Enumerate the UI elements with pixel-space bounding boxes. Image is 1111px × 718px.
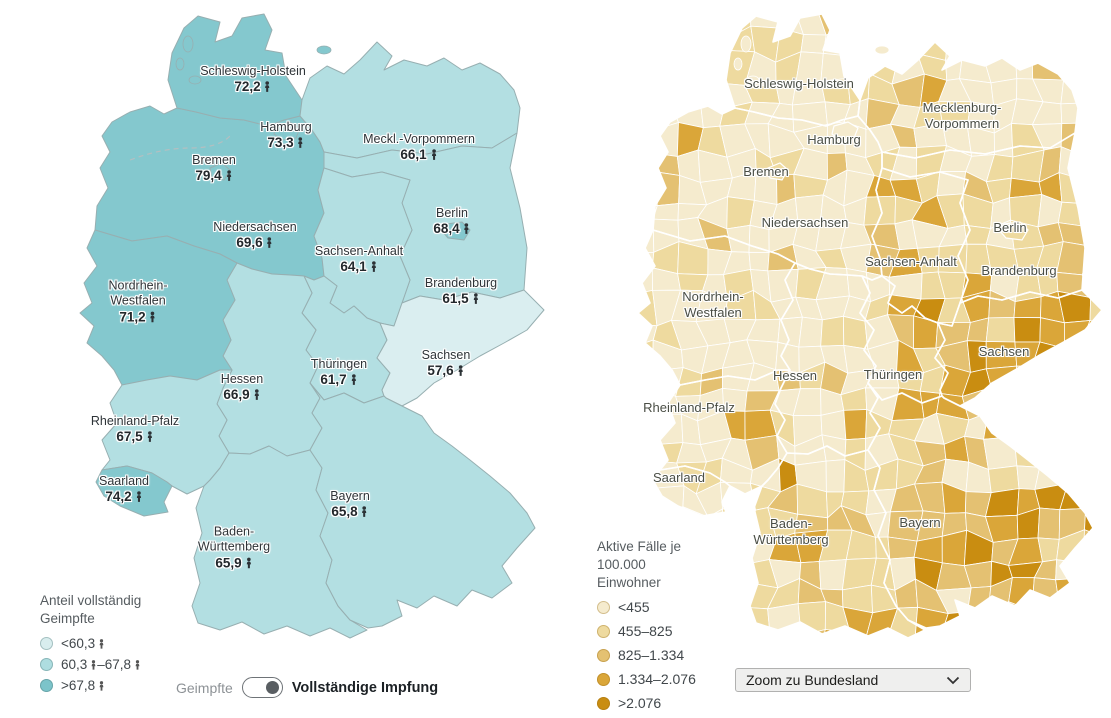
legend-item: 455–825 bbox=[597, 623, 696, 639]
legend-items: <60,3 60,3 –67,8 >67,8 bbox=[40, 636, 141, 693]
state-border-SN bbox=[934, 289, 1103, 407]
state-shape-NRW[interactable] bbox=[79, 229, 238, 386]
state-shape-SH[interactable] bbox=[167, 13, 303, 127]
island-shape bbox=[874, 45, 890, 55]
state-shape-HH[interactable] bbox=[273, 121, 301, 141]
state-shape-HB[interactable] bbox=[767, 162, 789, 181]
legend-item: >67,8 bbox=[40, 678, 141, 693]
person-icon bbox=[91, 659, 96, 670]
incidence-map bbox=[637, 13, 1103, 639]
legend-item: 825–1.334 bbox=[597, 647, 696, 663]
legend-item: 60,3 –67,8 bbox=[40, 657, 141, 672]
legend-items: <455 455–825 825–1.334 1.334–2.076 >2.076 bbox=[597, 599, 696, 711]
state-border-SH bbox=[725, 13, 861, 127]
state-shape-BE[interactable] bbox=[441, 221, 471, 241]
toggle-knob[interactable] bbox=[265, 680, 279, 694]
state-shape-BY[interactable] bbox=[309, 382, 536, 629]
state-shape-SN[interactable] bbox=[376, 289, 545, 407]
legend-label: <60,3 bbox=[61, 636, 105, 651]
state-shape-MV[interactable] bbox=[299, 41, 521, 159]
toggle-label-vollstaendige-impfung[interactable]: Vollständige Impfung bbox=[291, 679, 439, 696]
legend-label: >2.076 bbox=[618, 695, 662, 712]
legend-label: <455 bbox=[618, 599, 650, 616]
island-shape bbox=[175, 57, 185, 71]
district-mosaic bbox=[638, 14, 1102, 638]
person-icon bbox=[99, 638, 104, 649]
legend-label: 60,3 –67,8 bbox=[61, 657, 141, 672]
state-shape-HE[interactable] bbox=[216, 262, 323, 457]
legend-swatch bbox=[597, 696, 610, 710]
legend-item: >2.076 bbox=[597, 695, 696, 711]
legend-swatch bbox=[597, 600, 610, 614]
dropdown-label: Zoom zu Bundesland bbox=[746, 672, 879, 688]
legend-swatch bbox=[597, 672, 610, 686]
legend-label: 825–1.334 bbox=[618, 647, 685, 664]
vaccination-legend: Anteil vollständig Geimpfte <60,3 60,3 –67… bbox=[40, 592, 141, 699]
legend-item: <455 bbox=[597, 599, 696, 615]
legend-swatch bbox=[40, 657, 53, 671]
chevron-down-icon bbox=[946, 676, 960, 684]
state-shape-BE[interactable] bbox=[999, 221, 1029, 241]
island-shape bbox=[316, 45, 332, 55]
map-mode-toggle-row: Geimpfte Vollständige Impfung bbox=[176, 677, 438, 698]
legend-title: Anteil vollständig Geimpfte bbox=[40, 593, 142, 626]
island-shape bbox=[733, 57, 743, 71]
state-shape-HH[interactable] bbox=[831, 121, 859, 141]
state-border-BY bbox=[867, 382, 1094, 629]
island-shape bbox=[182, 35, 194, 53]
state-border-SL bbox=[653, 465, 731, 517]
vaccination-map bbox=[79, 13, 545, 639]
person-icon bbox=[99, 680, 104, 691]
vaccination-toggle[interactable] bbox=[241, 677, 283, 698]
maritime-dashed-line bbox=[129, 135, 231, 161]
incidence-legend: Aktive Fälle je 100.000 Einwohner <455 45… bbox=[597, 538, 696, 718]
legend-item: <60,3 bbox=[40, 636, 141, 651]
legend-title: Aktive Fälle je 100.000 Einwohner bbox=[597, 539, 682, 590]
legend-swatch bbox=[40, 636, 53, 650]
legend-label: 1.334–2.076 bbox=[618, 671, 696, 688]
person-icon bbox=[135, 659, 140, 670]
state-shape-SL[interactable] bbox=[95, 465, 173, 517]
island-shape bbox=[740, 35, 752, 53]
island-shape bbox=[746, 75, 760, 85]
legend-swatch bbox=[597, 648, 610, 662]
legend-swatch bbox=[40, 678, 53, 692]
island-shape bbox=[188, 75, 202, 85]
legend-label: >67,8 bbox=[61, 678, 105, 693]
legend-swatch bbox=[597, 624, 610, 638]
toggle-label-geimpfte[interactable]: Geimpfte bbox=[176, 679, 233, 696]
legend-item: 1.334–2.076 bbox=[597, 671, 696, 687]
zoom-bundesland-dropdown[interactable]: Zoom zu Bundesland bbox=[735, 668, 971, 692]
legend-label: 455–825 bbox=[618, 623, 673, 640]
